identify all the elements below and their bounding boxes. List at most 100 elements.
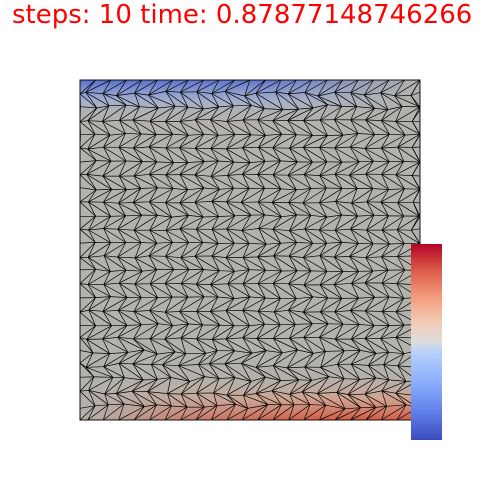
mesh-edge xyxy=(317,79,343,97)
mesh-edge xyxy=(179,119,196,122)
scalar-color-bar[interactable] xyxy=(411,244,442,440)
mesh-edge xyxy=(87,284,96,298)
mesh-edge xyxy=(133,173,150,177)
mesh-edge xyxy=(210,161,234,177)
mesh-edge xyxy=(275,79,282,93)
mesh-edge xyxy=(203,216,219,218)
mesh-edge xyxy=(165,228,180,231)
mesh-edge xyxy=(411,175,421,190)
mesh-edge xyxy=(380,338,389,353)
mesh-edge xyxy=(148,255,174,270)
mesh-edge xyxy=(196,296,219,312)
mesh-edge xyxy=(397,215,420,231)
mesh-edge xyxy=(211,93,234,107)
mesh-edge xyxy=(395,381,407,394)
mesh-edge xyxy=(157,215,172,218)
mesh-edge xyxy=(303,323,313,338)
mesh-edge xyxy=(302,188,312,204)
mesh-edge xyxy=(255,93,283,110)
mesh-edge xyxy=(210,106,220,120)
mesh-edge xyxy=(334,134,344,149)
mesh-edge xyxy=(210,119,227,122)
mesh-edge xyxy=(319,214,342,231)
mesh-edge xyxy=(165,162,174,176)
mesh-edge xyxy=(133,146,150,149)
mesh-edge xyxy=(149,296,173,311)
mesh-edge xyxy=(180,91,204,110)
mesh-edge xyxy=(364,133,390,149)
mesh-edge xyxy=(196,376,205,394)
mesh-edge xyxy=(286,367,300,381)
mesh-edge xyxy=(102,297,128,312)
mesh-edge xyxy=(255,79,282,94)
mesh-edge xyxy=(289,230,313,244)
mesh-edge xyxy=(334,297,359,313)
mesh-edge xyxy=(257,242,281,258)
mesh-edge xyxy=(149,187,158,202)
mesh-edge xyxy=(88,257,111,272)
mesh-edge xyxy=(350,92,358,107)
mesh-edge xyxy=(365,296,390,312)
mesh-edge xyxy=(133,202,158,216)
mesh-edge xyxy=(164,337,182,340)
mesh-edge xyxy=(134,271,143,285)
mesh-edge xyxy=(363,94,389,110)
mesh-edge xyxy=(273,298,281,313)
mesh-edge xyxy=(132,188,142,203)
mesh-edge xyxy=(317,91,335,97)
mesh-edge xyxy=(179,187,204,204)
mesh-edge xyxy=(381,296,390,312)
mesh-edge xyxy=(79,389,89,392)
mesh-edge xyxy=(365,406,387,421)
mesh-edge xyxy=(288,404,295,421)
mesh-edge xyxy=(103,242,111,256)
mesh-edge xyxy=(180,406,205,421)
mesh-edge xyxy=(397,365,407,382)
mesh-edge xyxy=(286,353,314,369)
mesh-edge xyxy=(350,228,359,244)
mesh-edge xyxy=(396,215,404,230)
mesh-edge xyxy=(119,120,126,134)
mesh-edge xyxy=(364,148,390,163)
mesh-edge xyxy=(381,390,396,394)
mesh-edge xyxy=(88,216,96,231)
mesh-edge xyxy=(118,310,135,312)
mesh-edge xyxy=(241,214,265,231)
mesh-edge xyxy=(334,256,350,258)
mesh-edge xyxy=(410,91,421,96)
mesh-edge xyxy=(289,255,304,258)
mesh-edge xyxy=(303,174,312,189)
mesh-edge xyxy=(335,188,358,202)
mesh-edge xyxy=(210,105,234,120)
mesh-edge xyxy=(271,202,282,217)
mesh-edge xyxy=(226,134,236,150)
mesh-edge xyxy=(148,241,173,257)
mesh-edge xyxy=(102,310,128,326)
mesh-edge xyxy=(303,255,320,258)
mesh-edge xyxy=(133,338,145,351)
mesh-edge xyxy=(242,119,252,135)
mesh-edge xyxy=(117,229,127,243)
mesh-edge xyxy=(397,202,404,217)
mesh-edge xyxy=(134,242,142,259)
mesh-edge xyxy=(351,202,358,217)
mesh-edge xyxy=(289,380,312,395)
mesh-edge xyxy=(349,134,375,148)
mesh-edge xyxy=(194,243,219,257)
mesh-edge xyxy=(118,175,127,190)
mesh-edge xyxy=(337,350,361,365)
mesh-edge xyxy=(178,353,187,366)
mesh-edge xyxy=(304,366,313,381)
mesh-edge xyxy=(165,133,173,149)
mesh-edge xyxy=(289,391,303,395)
mesh-edge xyxy=(210,311,220,326)
mesh-edge xyxy=(381,390,387,407)
mesh-edge xyxy=(380,201,389,217)
mesh-edge xyxy=(336,392,349,395)
mesh-edge xyxy=(295,323,313,325)
mesh-edge xyxy=(365,119,382,121)
mesh-edge xyxy=(79,242,96,244)
mesh-edge xyxy=(196,91,204,110)
mesh-edge xyxy=(288,79,312,95)
